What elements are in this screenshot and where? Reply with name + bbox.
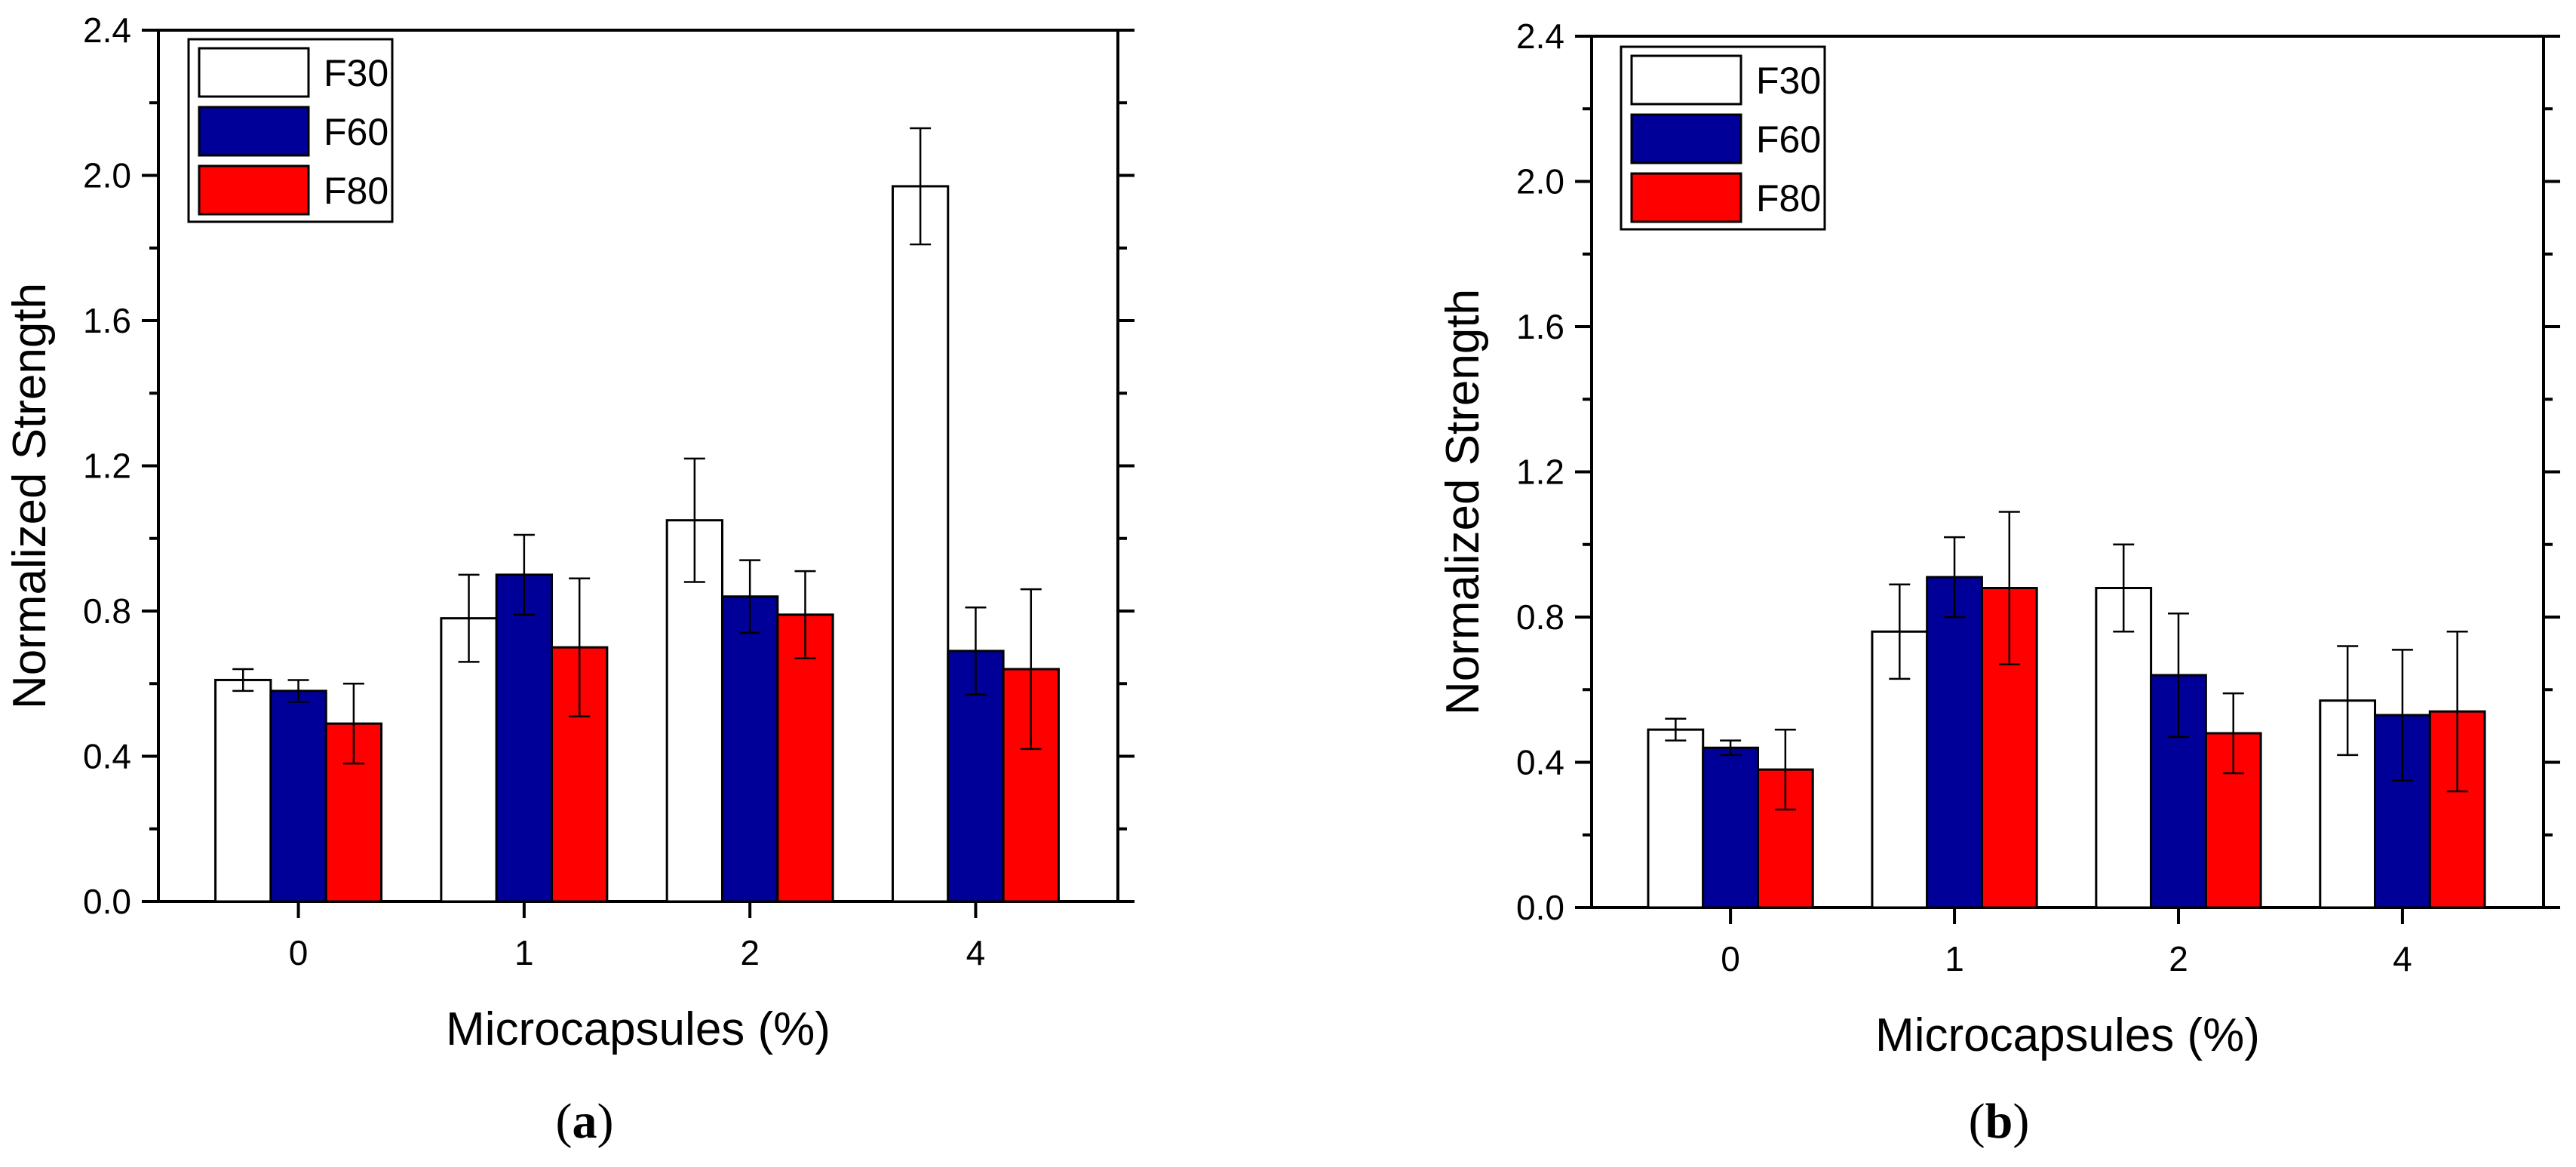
y-tick-label: 0.0 <box>1516 888 1564 927</box>
panel-label-a: (a) <box>556 1094 614 1149</box>
bar-f60 <box>1702 746 1759 909</box>
legend-label-f30: F30 <box>324 52 388 94</box>
bar-f60 <box>720 595 779 903</box>
y-tick-label: 2.0 <box>83 156 131 195</box>
bar-f80 <box>776 613 834 903</box>
bar-f30 <box>891 185 950 903</box>
legend-label-f60: F60 <box>324 111 388 153</box>
legend-swatch-f60 <box>1630 113 1742 164</box>
bar-f30 <box>1647 728 1705 909</box>
y-tick-label: 2.4 <box>1516 17 1564 56</box>
y-tick-label: 0.0 <box>83 882 131 921</box>
x-tick-label: 1 <box>1945 939 1964 978</box>
x-axis-title: Microcapsules (%) <box>446 1003 831 1055</box>
y-tick-label: 2.0 <box>1516 162 1564 201</box>
legend-swatch-f30 <box>1630 54 1742 106</box>
legend-swatch-f80 <box>198 164 310 216</box>
y-tick-label: 0.8 <box>1516 597 1564 637</box>
chart-panel-a: 0.0 0.4 0.8 1.2 1.6 2.0 2.4 0 1 2 4 Microcapsules (… <box>4 11 1134 1055</box>
chart-panel-b: 0.0 0.4 0.8 1.2 1.6 2.0 2.4 0 1 2 4 Microcapsules (… <box>1437 17 2560 1061</box>
y-tick-label: 1.2 <box>1516 453 1564 492</box>
y-tick-label: 0.4 <box>83 737 131 776</box>
legend-label-f80: F80 <box>324 170 388 212</box>
x-axis-title: Microcapsules (%) <box>1875 1009 2260 1061</box>
legend-label-f80: F80 <box>1756 177 1821 220</box>
y-tick-label: 1.2 <box>83 447 131 486</box>
y-tick-label: 0.8 <box>83 591 131 631</box>
bar-f30 <box>440 617 498 903</box>
legend-swatch-f60 <box>198 106 310 157</box>
bar-f60 <box>269 689 327 903</box>
bar-f30 <box>2095 587 2153 909</box>
x-tick-label: 2 <box>2169 939 2188 978</box>
bar-f60 <box>495 573 554 903</box>
x-tick-label: 1 <box>514 933 534 972</box>
legend-label-f60: F60 <box>1756 118 1821 161</box>
x-tick-label: 0 <box>289 933 309 972</box>
x-tick-label: 4 <box>2393 939 2412 978</box>
y-tick-label: 0.4 <box>1516 743 1564 782</box>
legend-swatch-f80 <box>1630 172 1742 223</box>
y-axis-title: Normalized Strength <box>1437 289 1489 715</box>
y-tick-label: 2.4 <box>83 11 131 50</box>
bar-f30 <box>214 678 272 903</box>
panel-label-b: (b) <box>1969 1094 2030 1149</box>
y-tick-label: 1.6 <box>83 301 131 340</box>
x-tick-label: 0 <box>1721 939 1740 978</box>
legend-swatch-f30 <box>198 47 310 98</box>
x-tick-label: 2 <box>740 933 760 972</box>
x-tick-label: 4 <box>966 933 986 972</box>
bar-f60 <box>1926 576 1983 909</box>
y-tick-label: 1.6 <box>1516 307 1564 346</box>
legend-label-f30: F30 <box>1756 60 1821 102</box>
y-axis-title: Normalized Strength <box>4 283 56 709</box>
